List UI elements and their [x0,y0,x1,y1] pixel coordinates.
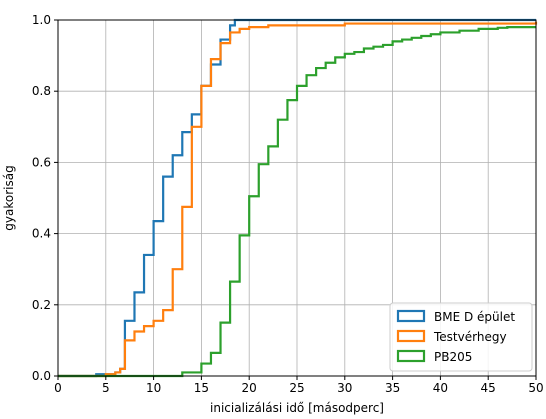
legend-box [389,302,533,372]
y-tick-label: 0.6 [32,155,51,169]
x-tick-label: 5 [102,381,110,395]
y-tick-label: 0.8 [32,84,51,98]
x-tick-label: 20 [242,381,257,395]
legend-swatch [396,329,426,343]
legend-label: Testvérhegy [433,330,507,344]
y-tick-label: 0.2 [32,298,51,312]
y-axis-label: gyakoriság [2,165,16,230]
x-tick-label: 30 [337,381,352,395]
x-tick-label: 0 [54,381,62,395]
x-tick-label: 50 [528,381,543,395]
y-tick-label: 0.0 [32,369,51,383]
y-tick-label: 1.0 [32,13,51,27]
y-tick-label: 0.4 [32,227,51,241]
series-line-3 [58,26,536,378]
legend-swatch [396,349,426,363]
x-tick-label: 35 [385,381,400,395]
legend-swatch [396,309,426,323]
series-layer [58,18,538,378]
x-tick-label: 10 [146,381,161,395]
ticks: 0 5 10 15 20 25 30 35 40 45 50 0.0 0.2 0.4 0.6 0.8 1.0 [32,13,544,395]
legend-label: BME D épület [434,310,515,324]
legend-label: PB205 [434,350,472,364]
x-tick-label: 15 [194,381,209,395]
legend: BME D épület Testvérhegy PB205 [389,302,533,372]
x-tick-label: 25 [289,381,304,395]
series-line-2 [58,21,538,378]
x-tick-label: 45 [481,381,496,395]
x-axis-label: inicializálási idő [másodperc] [210,401,384,415]
x-tick-label: 40 [433,381,448,395]
